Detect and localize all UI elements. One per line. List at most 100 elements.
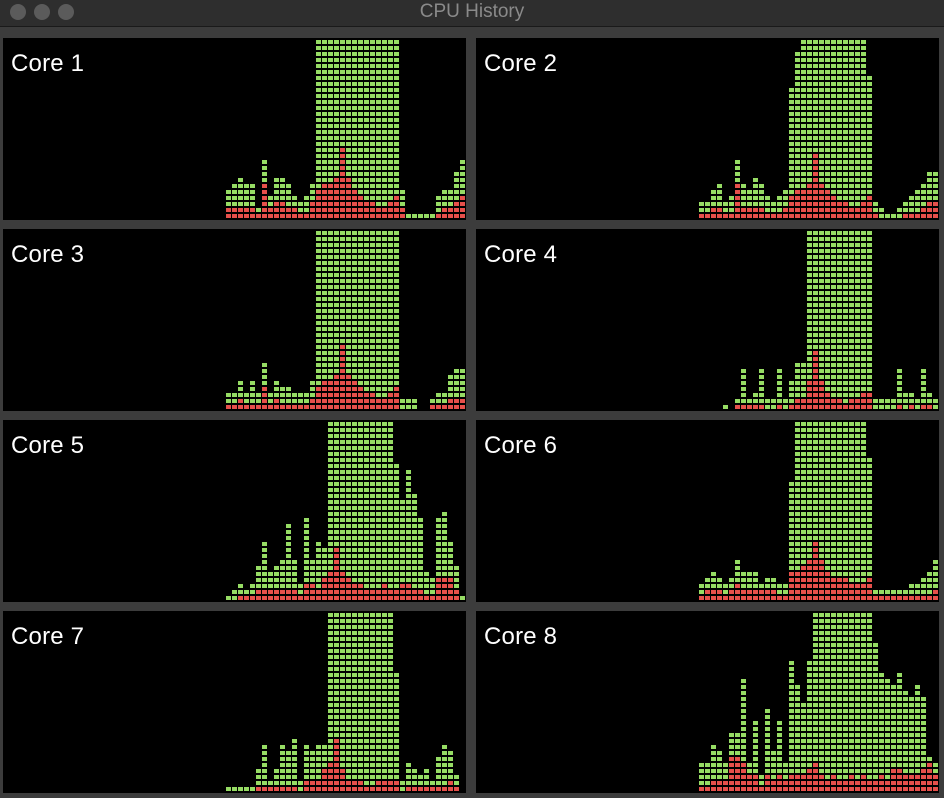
user-load-cell: [879, 208, 884, 212]
user-load-cell: [861, 739, 866, 743]
zoom-button[interactable]: [58, 4, 74, 20]
user-load-cell: [376, 249, 381, 253]
user-load-cell: [376, 327, 381, 331]
system-load-cell: [328, 572, 333, 576]
user-load-cell: [394, 566, 399, 570]
system-load-cell: [813, 548, 818, 552]
user-load-cell: [855, 518, 860, 522]
user-load-cell: [292, 399, 297, 403]
user-load-cell: [831, 769, 836, 773]
user-load-cell: [388, 619, 393, 623]
user-load-cell: [861, 64, 866, 68]
user-load-cell: [334, 297, 339, 301]
user-load-cell: [861, 345, 866, 349]
user-load-cell: [843, 130, 848, 134]
user-load-cell: [460, 172, 465, 176]
user-load-cell: [861, 303, 866, 307]
user-load-cell: [789, 160, 794, 164]
user-load-cell: [867, 643, 872, 647]
user-load-cell: [855, 578, 860, 582]
user-load-cell: [334, 88, 339, 92]
system-load-cell: [747, 590, 752, 594]
user-load-cell: [831, 649, 836, 653]
user-load-cell: [741, 369, 746, 373]
user-load-cell: [328, 691, 333, 695]
system-load-cell: [382, 596, 387, 600]
user-load-cell: [232, 393, 237, 397]
user-load-cell: [831, 524, 836, 528]
user-load-cell: [310, 560, 315, 564]
system-load-cell: [340, 590, 345, 594]
user-load-cell: [442, 554, 447, 558]
user-load-cell: [346, 82, 351, 86]
user-load-cell: [909, 733, 914, 737]
user-load-cell: [909, 196, 914, 200]
user-load-cell: [364, 255, 369, 259]
user-load-cell: [328, 243, 333, 247]
system-load-cell: [430, 787, 435, 791]
user-load-cell: [837, 285, 842, 289]
user-load-cell: [244, 590, 249, 594]
user-load-cell: [394, 142, 399, 146]
user-load-cell: [340, 649, 345, 653]
user-load-cell: [418, 584, 423, 588]
close-button[interactable]: [10, 4, 26, 20]
user-load-cell: [412, 584, 417, 588]
user-load-cell: [801, 482, 806, 486]
user-load-cell: [885, 679, 890, 683]
user-load-cell: [418, 518, 423, 522]
user-load-cell: [334, 106, 339, 110]
user-load-cell: [358, 691, 363, 695]
user-load-cell: [867, 536, 872, 540]
user-load-cell: [819, 631, 824, 635]
user-load-cell: [412, 500, 417, 504]
user-load-cell: [376, 488, 381, 492]
user-load-cell: [843, 94, 848, 98]
system-load-cell: [843, 781, 848, 785]
user-load-cell: [388, 566, 393, 570]
user-load-cell: [795, 548, 800, 552]
user-load-cell: [394, 369, 399, 373]
system-load-cell: [855, 584, 860, 588]
system-load-cell: [340, 572, 345, 576]
user-load-cell: [801, 70, 806, 74]
user-load-cell: [346, 285, 351, 289]
system-load-cell: [825, 399, 830, 403]
user-load-cell: [717, 769, 722, 773]
user-load-cell: [376, 237, 381, 241]
system-load-cell: [334, 763, 339, 767]
user-load-cell: [813, 518, 818, 522]
user-load-cell: [825, 757, 830, 761]
user-load-cell: [801, 82, 806, 86]
system-load-cell: [825, 214, 830, 218]
user-load-cell: [927, 184, 932, 188]
user-load-cell: [364, 339, 369, 343]
user-load-cell: [340, 745, 345, 749]
system-load-cell: [370, 202, 375, 206]
user-load-cell: [903, 745, 908, 749]
system-load-cell: [831, 590, 836, 594]
minimize-button[interactable]: [34, 4, 50, 20]
user-load-cell: [334, 512, 339, 516]
user-load-cell: [789, 112, 794, 116]
system-load-cell: [328, 214, 333, 218]
user-load-cell: [891, 405, 896, 409]
user-load-cell: [867, 243, 872, 247]
user-load-cell: [382, 578, 387, 582]
user-load-cell: [316, 321, 321, 325]
user-load-cell: [849, 613, 854, 617]
user-load-cell: [346, 500, 351, 504]
user-load-cell: [843, 709, 848, 713]
user-load-cell: [310, 751, 315, 755]
user-load-cell: [819, 76, 824, 80]
core-label: Core 4: [484, 241, 558, 268]
user-load-cell: [358, 548, 363, 552]
user-load-cell: [370, 661, 375, 665]
user-load-cell: [735, 172, 740, 176]
user-load-cell: [358, 297, 363, 301]
user-load-cell: [364, 500, 369, 504]
user-load-cell: [789, 482, 794, 486]
user-load-cell: [328, 703, 333, 707]
user-load-cell: [322, 333, 327, 337]
user-load-cell: [370, 781, 375, 785]
